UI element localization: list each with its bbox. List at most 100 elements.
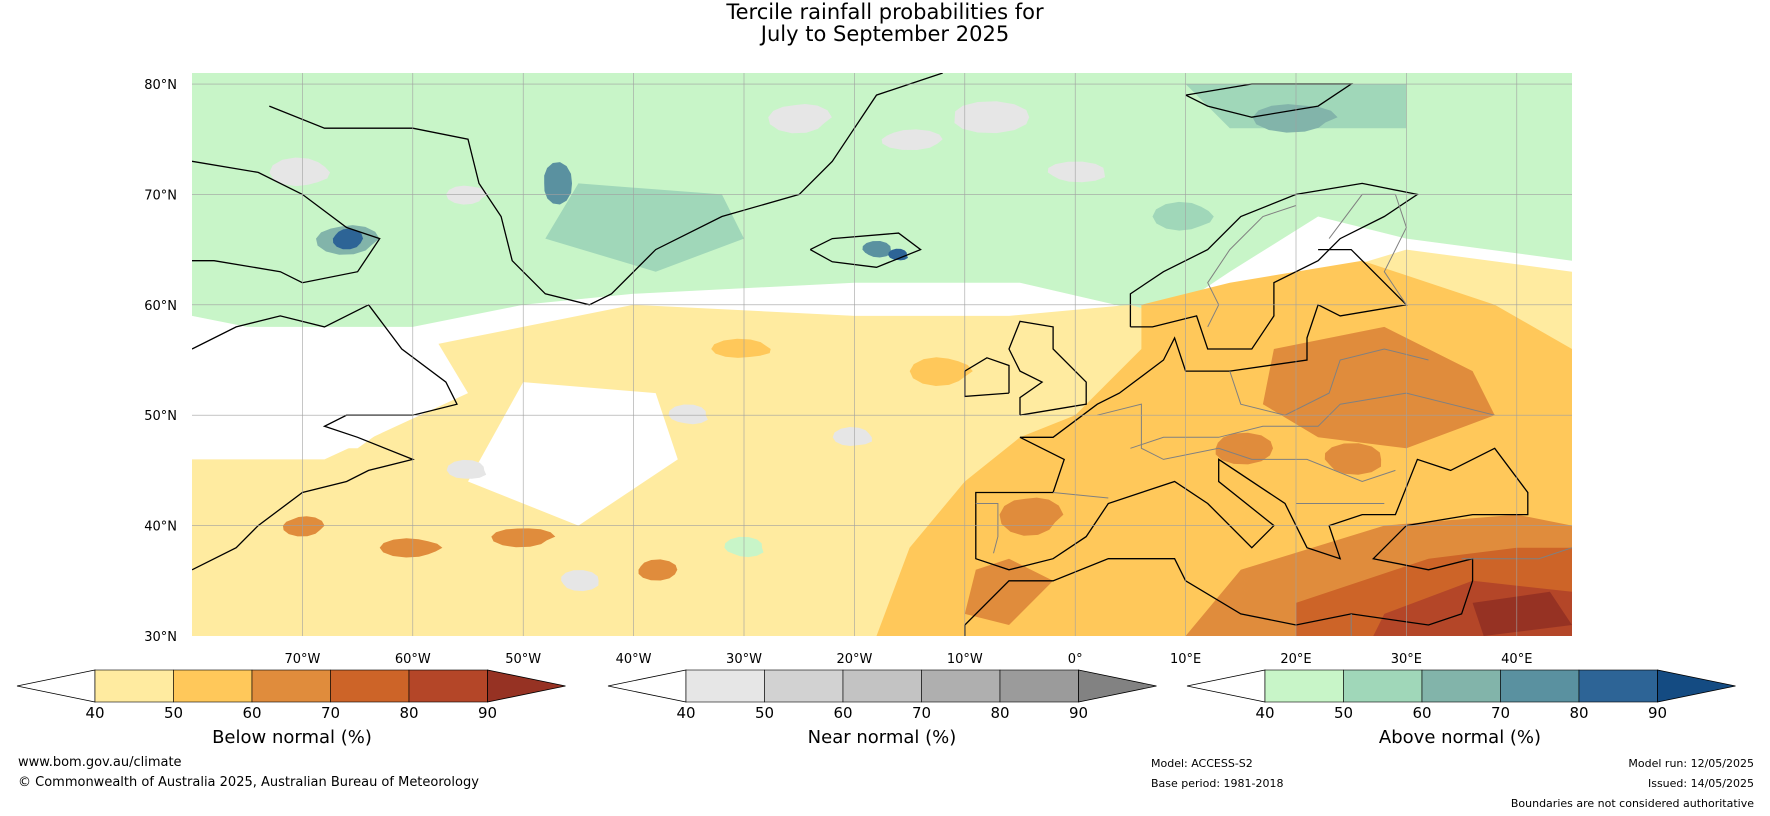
probability-patch xyxy=(544,162,572,205)
colorbar-tick-label: 50 xyxy=(164,704,183,722)
colorbar-near-segment xyxy=(685,669,765,703)
colorbar-tick-label: 50 xyxy=(1334,704,1353,722)
probability-patch xyxy=(999,497,1064,536)
colorbar-tick-label: 70 xyxy=(1491,704,1510,722)
lon-label: 40°E xyxy=(1501,652,1532,667)
lon-label: 50°W xyxy=(505,652,541,667)
lat-label: 80°N xyxy=(144,78,177,93)
probability-patch xyxy=(638,559,678,581)
lon-label: 20°W xyxy=(836,652,872,667)
gridlines xyxy=(192,73,1572,636)
colorbar-tick-label: 90 xyxy=(1648,704,1667,722)
probability-patch xyxy=(881,129,943,150)
lat-label: 60°N xyxy=(144,299,177,314)
base-period-text: Base period: 1981-2018 xyxy=(1151,777,1284,790)
coastline-ireland xyxy=(964,357,1010,398)
lat-label: 30°N xyxy=(144,630,177,645)
lon-label: 10°W xyxy=(947,652,983,667)
issued-text: Issued: 14/05/2025 xyxy=(1647,777,1754,790)
colorbar-near-segment xyxy=(999,669,1079,703)
colorbar-below-segment xyxy=(330,669,410,703)
probability-patch xyxy=(862,241,892,258)
colorbar-below-under xyxy=(16,669,96,703)
map-title-line1: Tercile rainfall probabilities for xyxy=(726,0,1044,24)
map-title-line2: July to September 2025 xyxy=(760,22,1010,46)
probability-patch xyxy=(768,104,832,134)
probability-patch xyxy=(711,338,771,358)
lon-label: 60°W xyxy=(395,652,431,667)
colorbar-near-segment xyxy=(921,669,1001,703)
colorbar-tick-label: 50 xyxy=(755,704,774,722)
coastline-baffin xyxy=(192,160,381,284)
colorbar-near-over xyxy=(1078,669,1157,703)
lat-label: 50°N xyxy=(144,409,177,424)
probability-patch xyxy=(909,357,973,386)
probability-patch xyxy=(888,248,908,261)
probability-patch xyxy=(954,101,1030,134)
probability-patch xyxy=(269,157,331,187)
below-90-core xyxy=(1472,591,1572,636)
country-border xyxy=(975,503,999,554)
below-60-morocco xyxy=(964,558,1054,625)
colorbar-above-under xyxy=(1186,669,1266,703)
above-normal-north xyxy=(192,73,1572,327)
lon-label: 70°W xyxy=(284,652,320,667)
colorbar-tick-label: 90 xyxy=(1069,704,1088,722)
colorbar-tick-label: 60 xyxy=(242,704,261,722)
lon-label: 30°W xyxy=(726,652,762,667)
country-border xyxy=(1130,392,1495,449)
lon-label: 10°E xyxy=(1170,652,1201,667)
lon-label: 40°W xyxy=(616,652,652,667)
copyright-text: © Commonwealth of Australia 2025, Austra… xyxy=(18,775,479,790)
colorbar-above-segment xyxy=(1578,669,1658,703)
colorbar-tick-label: 40 xyxy=(1255,704,1274,722)
colorbar-near-segment xyxy=(842,669,922,703)
probability-patch xyxy=(446,459,487,479)
coastline-baltic xyxy=(964,248,1529,636)
colorbar-above-segment xyxy=(1421,669,1501,703)
colorbar-tick-label: 90 xyxy=(478,704,497,722)
probability-patch xyxy=(1324,443,1382,475)
colorbar-tick-label: 80 xyxy=(399,704,418,722)
probability-patch xyxy=(282,516,325,537)
colorbar-below-segment xyxy=(408,669,488,703)
lat-label: 40°N xyxy=(144,520,177,535)
below-60-central xyxy=(1262,326,1495,449)
colorbar-label-below: Below normal (%) xyxy=(212,727,372,748)
colorbar-below-segment xyxy=(251,669,331,703)
colorbar-tick-label: 40 xyxy=(85,704,104,722)
colorbar-tick-label: 40 xyxy=(676,704,695,722)
colorbar-below-over xyxy=(487,669,566,703)
probability-patch xyxy=(1152,201,1214,231)
model-run-text: Model run: 12/05/2025 xyxy=(1628,757,1754,770)
probability-patch xyxy=(332,228,363,250)
colorbar-tick-label: 80 xyxy=(1569,704,1588,722)
colorbar-above-segment xyxy=(1343,669,1423,703)
probability-patch xyxy=(1047,161,1105,183)
coastline-britain xyxy=(1008,320,1087,416)
coastline-scandinavia xyxy=(1129,182,1420,350)
colorbar-near-segment xyxy=(764,669,844,703)
website-link[interactable]: www.bom.gov.au/climate xyxy=(18,755,182,770)
colorbar-below-segment xyxy=(94,669,174,703)
probability-patch xyxy=(561,570,599,592)
country-border xyxy=(1229,348,1429,416)
colorbar-label-above: Above normal (%) xyxy=(1378,727,1542,748)
near-white-west xyxy=(192,337,468,460)
colorbar-near-under xyxy=(607,669,687,703)
lon-label: 30°E xyxy=(1391,652,1422,667)
probability-patch xyxy=(1215,432,1273,465)
country-border xyxy=(1207,205,1297,328)
probability-patch xyxy=(446,185,489,205)
probability-field xyxy=(192,73,1572,636)
country-border xyxy=(1383,194,1407,306)
colorbar-tick-label: 70 xyxy=(912,704,931,722)
colorbar-above-segment xyxy=(1264,669,1344,703)
colorbar-tick-label: 80 xyxy=(990,704,1009,722)
near-white-mid xyxy=(468,382,678,526)
model-text: Model: ACCESS-S2 xyxy=(1151,757,1253,770)
colorbar-tick-label: 60 xyxy=(833,704,852,722)
colorbar-above-segment xyxy=(1500,669,1580,703)
colorbar-tick-label: 60 xyxy=(1412,704,1431,722)
